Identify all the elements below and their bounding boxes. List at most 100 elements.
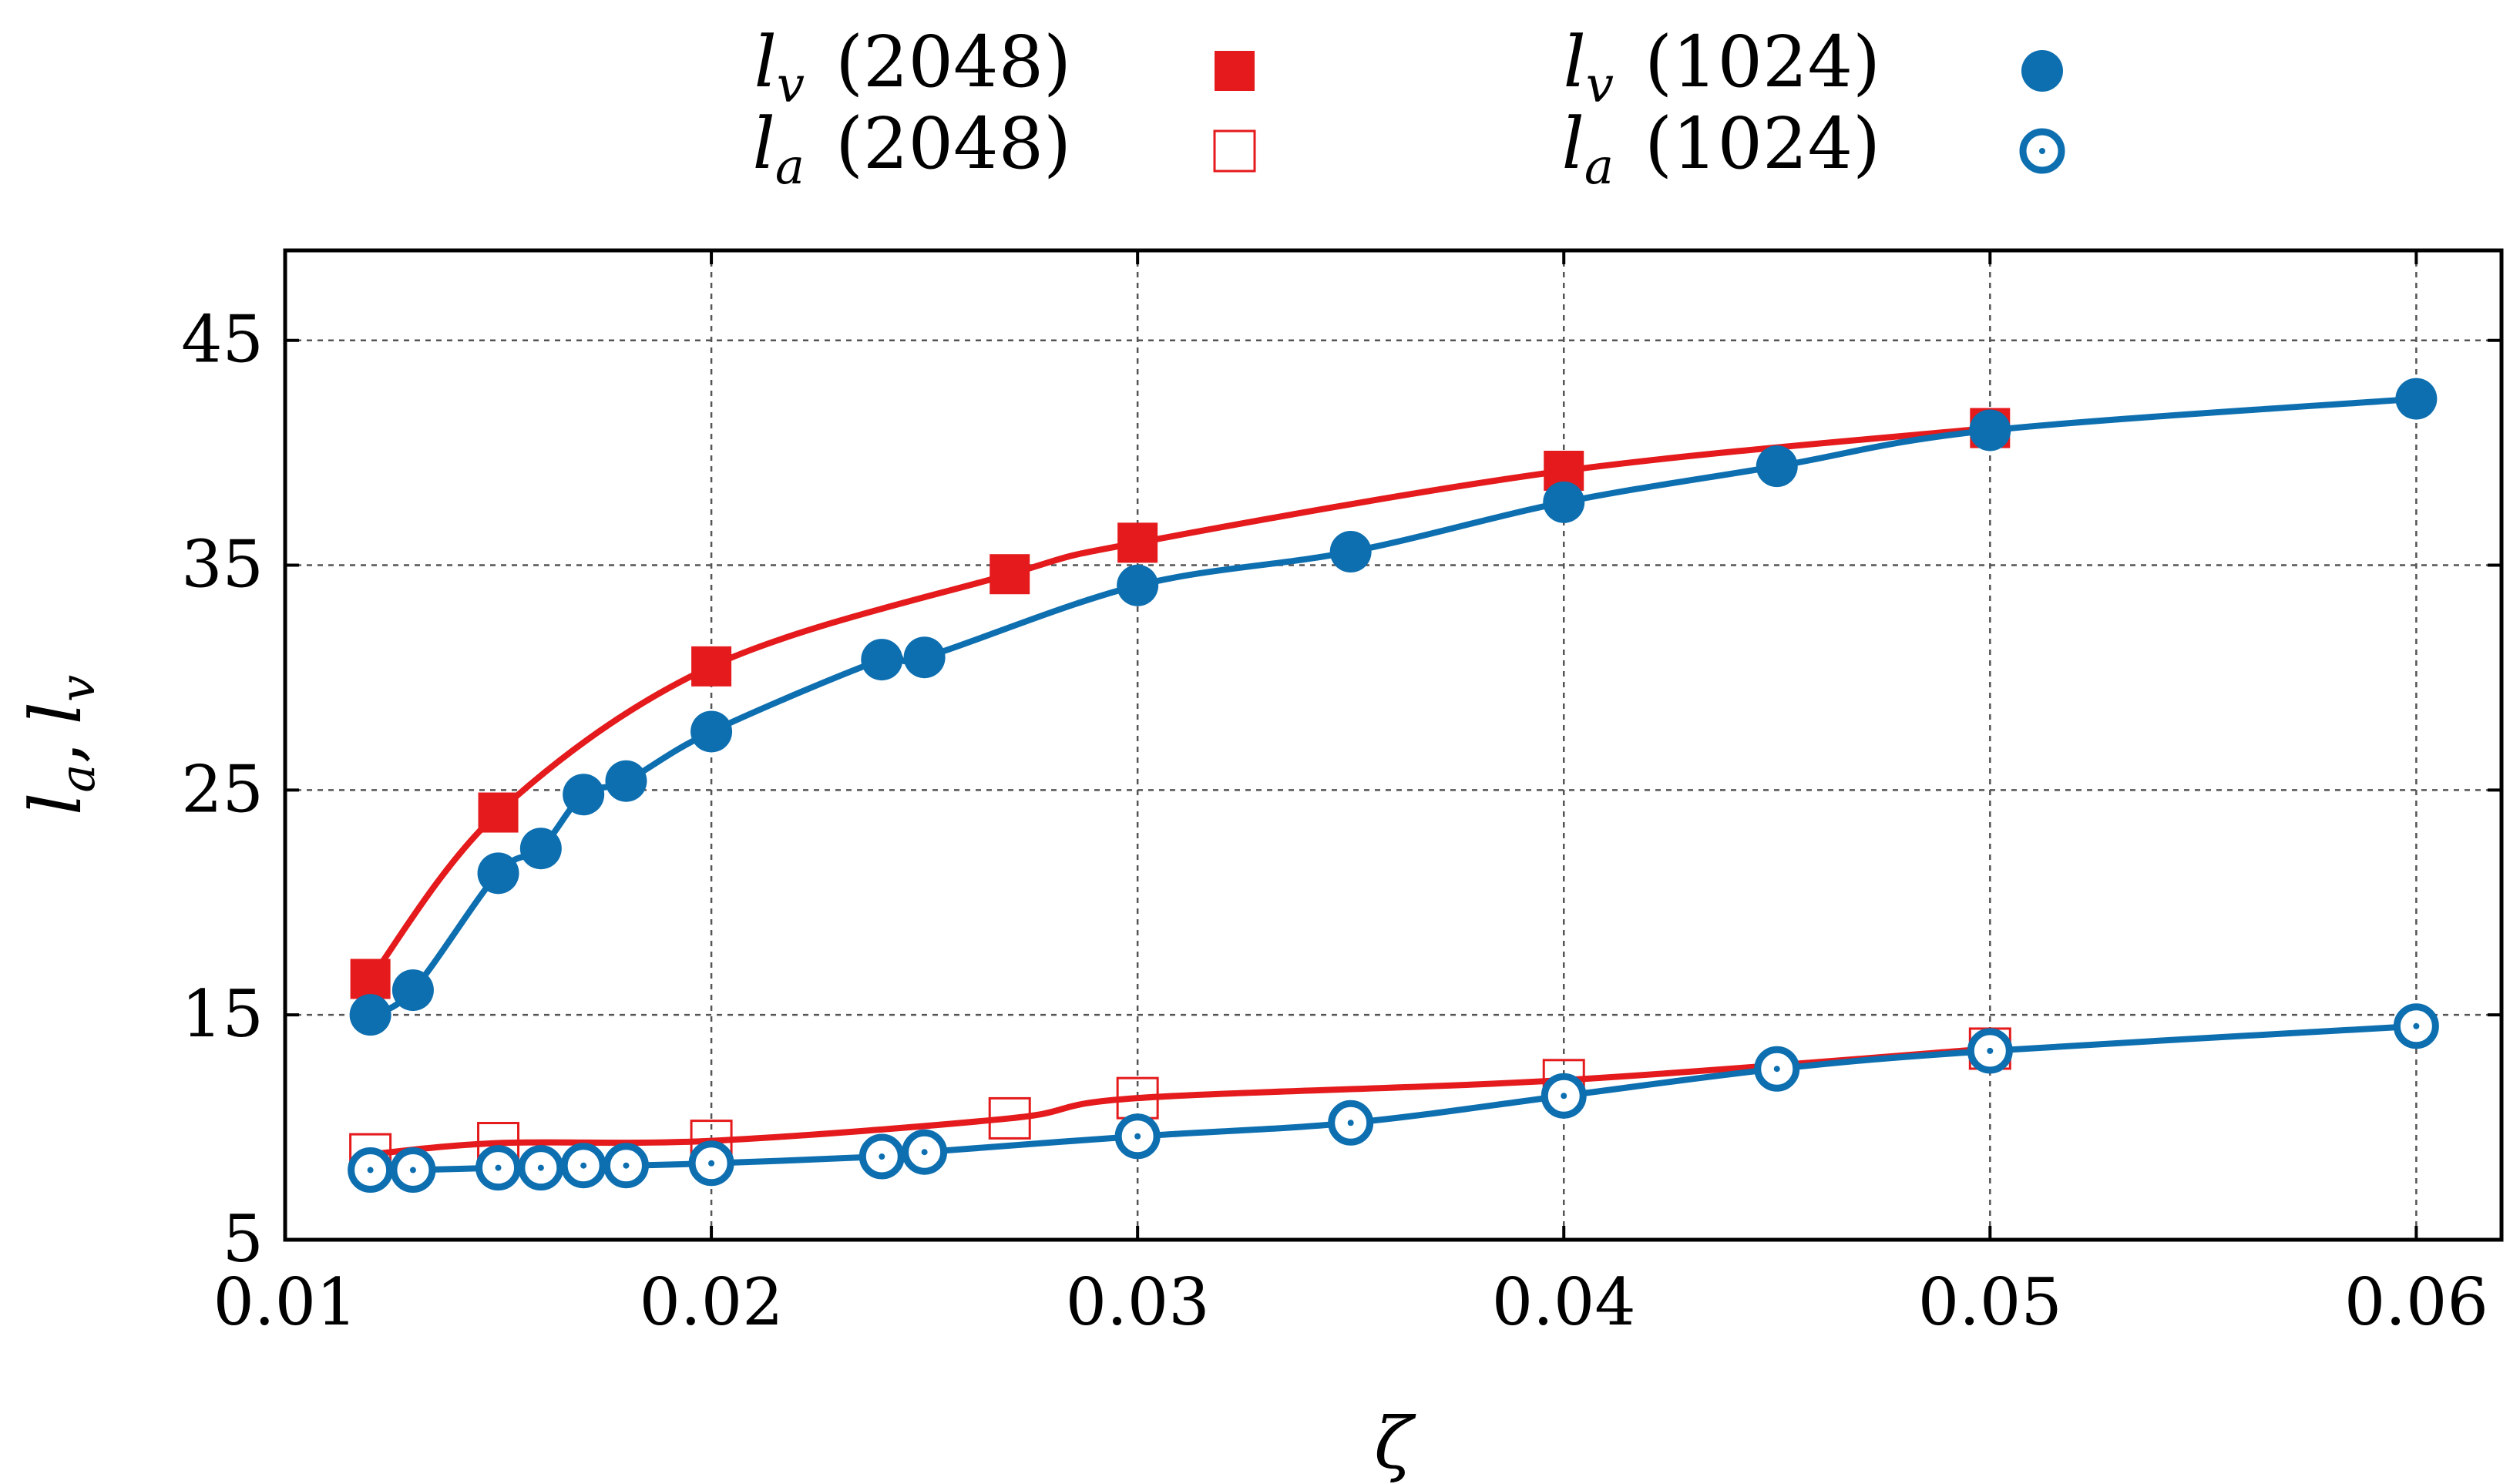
plot-frame (283, 248, 2504, 1242)
series-2-point (349, 994, 391, 1036)
legend-label-0: lv (2048) (754, 21, 1071, 114)
y-axis-title-b: l (15, 702, 97, 724)
series-3-point (1541, 1073, 1587, 1119)
series-2-point (605, 760, 647, 802)
legend-marker-2 (2021, 50, 2063, 92)
series-3-point (1754, 1046, 1800, 1092)
x-axis-title: ζ (1374, 1402, 1416, 1484)
series-0-curve (367, 425, 1994, 982)
y-axis-title-sep: , (15, 741, 97, 764)
series-3-point-dot (367, 1167, 374, 1173)
legend-size: (2048) (835, 102, 1071, 185)
x-tick-label: 0.02 (640, 1264, 784, 1340)
series-2-point (391, 969, 434, 1012)
series-3-point (560, 1143, 606, 1189)
legend-marker-0 (1215, 51, 1255, 91)
series-2-point (861, 639, 903, 681)
y-axis-title-b-sub: v (49, 675, 106, 702)
series-3-point (518, 1145, 564, 1191)
legend-size: (2048) (835, 21, 1071, 103)
series-2-point (1117, 564, 1159, 606)
series-3-point-dot (1134, 1133, 1141, 1140)
series-3-point (688, 1140, 734, 1187)
series-2-point (1543, 481, 1585, 523)
series-3-point (390, 1147, 436, 1194)
legend-size: (1024) (1645, 102, 1880, 185)
legend-sub: v (777, 57, 805, 114)
series-3-point-dot (2413, 1022, 2420, 1029)
series-3-point (348, 1147, 394, 1194)
series-2-point (1329, 531, 1372, 573)
legend-sub: a (1584, 139, 1614, 196)
series-0-point (990, 554, 1030, 595)
series-2-point (519, 828, 562, 870)
legend-var: l (754, 21, 776, 103)
legend-sub: v (1586, 57, 1614, 114)
grid (285, 250, 2502, 1240)
series-2-point (563, 774, 605, 816)
series-3-point (902, 1129, 948, 1175)
series-0-point (691, 646, 732, 687)
y-axis-title: la,lv (15, 675, 106, 815)
series-2-point (2395, 378, 2438, 420)
series-3-point-dot (623, 1162, 630, 1169)
series-3-point (603, 1143, 649, 1189)
series-2-point (690, 710, 733, 753)
series-3-point-dot (1773, 1066, 1780, 1073)
y-axis-title-a-sub: a (49, 764, 106, 793)
series-3-point (2393, 1003, 2439, 1049)
ticks: 0.01 0.02 0.03 0.04 0.05 0.06 5 15 25 35 45 (181, 250, 2502, 1340)
y-axis-title-a: l (15, 793, 97, 815)
series-3-point (1967, 1028, 2013, 1074)
legend-marker-1 (1213, 129, 1256, 173)
series-3-point-dot (537, 1164, 544, 1171)
series-3-point-dot (580, 1162, 587, 1169)
curves (367, 395, 2420, 1173)
y-tick-label: 15 (181, 976, 264, 1052)
series-3-curve (367, 1022, 2420, 1173)
series-2-curve (367, 395, 2420, 1019)
legend-size: (1024) (1645, 21, 1880, 103)
series-2-point (1969, 409, 2011, 452)
legend-var: l (1563, 21, 1585, 103)
y-tick-label: 35 (181, 527, 264, 603)
series-3-point-dot (409, 1167, 416, 1173)
series-0-point (1117, 522, 1158, 563)
y-tick-label: 5 (223, 1201, 264, 1277)
series-3-point-dot (921, 1149, 928, 1156)
series-1-point (988, 1096, 1031, 1140)
series-2-point (1756, 445, 1798, 488)
legend: lv (2048)la (2048)lv (1024)la (1024) (752, 21, 2065, 196)
markers (348, 378, 2439, 1194)
series-3-point-dot (879, 1153, 885, 1160)
series-3-point (1328, 1100, 1374, 1146)
legend-label-3: la (1024) (1561, 102, 1880, 196)
x-tick-label: 0.04 (1492, 1264, 1636, 1340)
x-tick-label: 0.05 (1918, 1264, 2062, 1340)
series-3-point-dot (1987, 1047, 1994, 1054)
series-2-point (903, 636, 946, 679)
legend-label-2: lv (1024) (1563, 21, 1880, 114)
legend-marker-3 (2019, 128, 2065, 174)
legend-var: l (1561, 102, 1584, 185)
series-3-point-dot (708, 1160, 715, 1167)
series-0-point (350, 959, 391, 999)
series-0-point (478, 792, 519, 833)
legend-var: l (752, 102, 774, 185)
series-3-point (858, 1133, 905, 1180)
x-tick-label: 0.03 (1066, 1264, 1210, 1340)
legend-marker-3-dot (2039, 148, 2045, 154)
series-3-point-dot (495, 1164, 502, 1171)
legend-label-1: la (2048) (752, 102, 1071, 196)
series-3-point-dot (1561, 1093, 1567, 1100)
y-tick-label: 45 (181, 302, 264, 378)
x-tick-label: 0.01 (213, 1264, 357, 1340)
series-3-point-dot (1347, 1120, 1354, 1126)
y-tick-label: 25 (181, 751, 264, 827)
series-1-curve (367, 1045, 1994, 1158)
x-tick-label: 0.06 (2344, 1264, 2488, 1340)
series-3-point (475, 1145, 522, 1191)
series-3-point (1114, 1113, 1161, 1160)
legend-sub: a (775, 139, 805, 196)
